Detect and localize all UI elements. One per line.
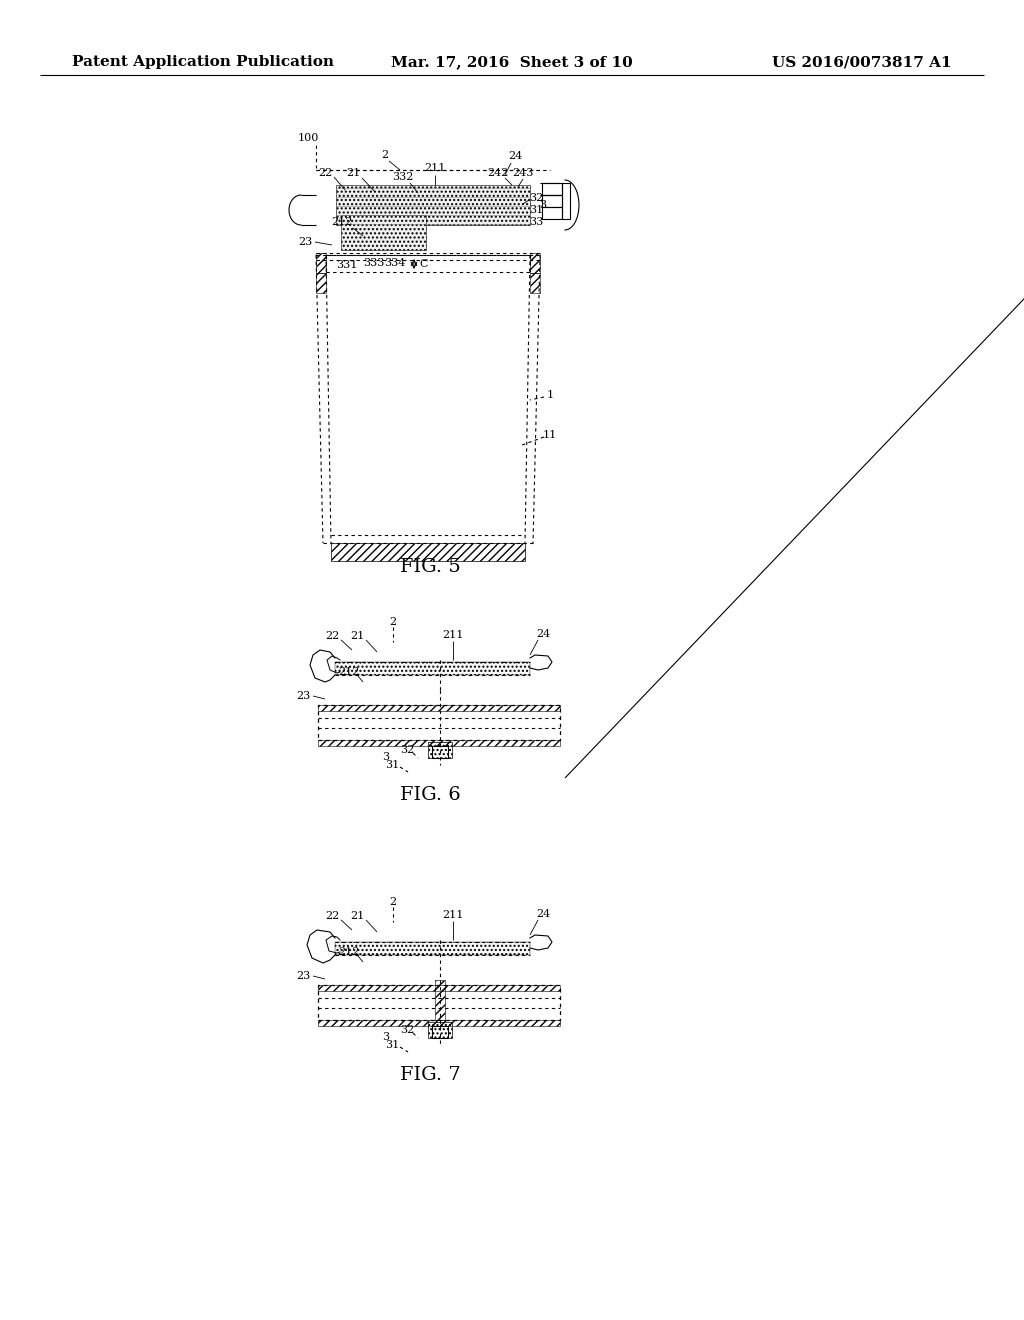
Bar bbox=[428, 742, 452, 758]
Text: 23: 23 bbox=[296, 972, 310, 981]
Bar bbox=[341, 215, 426, 249]
Text: C: C bbox=[420, 259, 428, 269]
Bar bbox=[318, 1020, 560, 1026]
Bar bbox=[530, 253, 540, 273]
Text: 212: 212 bbox=[338, 946, 359, 957]
Text: 212: 212 bbox=[338, 667, 359, 677]
Bar bbox=[542, 183, 562, 195]
Bar bbox=[542, 207, 562, 219]
Text: 3: 3 bbox=[540, 201, 547, 210]
Text: 333: 333 bbox=[364, 257, 385, 268]
Text: 32: 32 bbox=[400, 744, 414, 755]
Bar bbox=[316, 273, 326, 293]
Bar bbox=[432, 1026, 449, 1038]
Text: 33: 33 bbox=[528, 216, 543, 227]
Text: 32: 32 bbox=[528, 193, 543, 203]
Text: 3: 3 bbox=[382, 1032, 389, 1041]
Bar bbox=[318, 985, 560, 1020]
Text: 31: 31 bbox=[528, 205, 543, 215]
Text: 24: 24 bbox=[536, 909, 550, 919]
Text: 334: 334 bbox=[384, 257, 406, 268]
Text: 211: 211 bbox=[442, 630, 464, 640]
Text: 332: 332 bbox=[392, 172, 414, 182]
Text: 100: 100 bbox=[297, 133, 318, 143]
Bar bbox=[335, 663, 530, 675]
Bar bbox=[542, 195, 562, 207]
Text: 1: 1 bbox=[547, 389, 554, 400]
Text: 21: 21 bbox=[346, 168, 360, 178]
Text: 22: 22 bbox=[317, 168, 332, 178]
Text: 2: 2 bbox=[389, 616, 396, 627]
Text: US 2016/0073817 A1: US 2016/0073817 A1 bbox=[772, 55, 952, 69]
Text: Patent Application Publication: Patent Application Publication bbox=[72, 55, 334, 69]
Text: 11: 11 bbox=[543, 430, 557, 440]
Text: FIG. 7: FIG. 7 bbox=[399, 1067, 461, 1084]
Text: 3: 3 bbox=[382, 752, 389, 762]
Bar bbox=[318, 741, 560, 746]
Text: 2: 2 bbox=[381, 150, 388, 160]
Bar bbox=[336, 185, 530, 224]
Text: 211: 211 bbox=[442, 909, 464, 920]
Text: 31: 31 bbox=[385, 760, 399, 770]
Text: 243: 243 bbox=[512, 168, 534, 178]
Text: 21: 21 bbox=[350, 911, 365, 921]
Text: 2: 2 bbox=[389, 898, 396, 907]
Text: Mar. 17, 2016  Sheet 3 of 10: Mar. 17, 2016 Sheet 3 of 10 bbox=[391, 55, 633, 69]
Bar bbox=[318, 705, 560, 741]
Bar bbox=[435, 979, 445, 1020]
Bar bbox=[331, 543, 525, 561]
Text: 242: 242 bbox=[487, 168, 509, 178]
Text: FIG. 5: FIG. 5 bbox=[399, 558, 461, 576]
Text: 212: 212 bbox=[332, 216, 352, 227]
Text: 331: 331 bbox=[336, 260, 357, 271]
Text: 22: 22 bbox=[325, 631, 339, 642]
Bar bbox=[316, 253, 326, 273]
Text: 24: 24 bbox=[536, 630, 550, 639]
Bar bbox=[428, 1022, 452, 1038]
Bar bbox=[562, 183, 570, 219]
Bar bbox=[318, 705, 560, 711]
Text: 23: 23 bbox=[296, 690, 310, 701]
Bar bbox=[530, 273, 540, 293]
Bar bbox=[335, 942, 530, 954]
Bar bbox=[432, 746, 449, 758]
Text: 22: 22 bbox=[325, 911, 339, 921]
Bar bbox=[318, 985, 560, 991]
Text: 211: 211 bbox=[424, 162, 445, 173]
Text: 31: 31 bbox=[385, 1040, 399, 1049]
Text: 24: 24 bbox=[508, 150, 522, 161]
Text: 23: 23 bbox=[298, 238, 312, 247]
Text: FIG. 6: FIG. 6 bbox=[399, 785, 461, 804]
Text: 32: 32 bbox=[400, 1026, 414, 1035]
Text: 21: 21 bbox=[350, 631, 365, 642]
